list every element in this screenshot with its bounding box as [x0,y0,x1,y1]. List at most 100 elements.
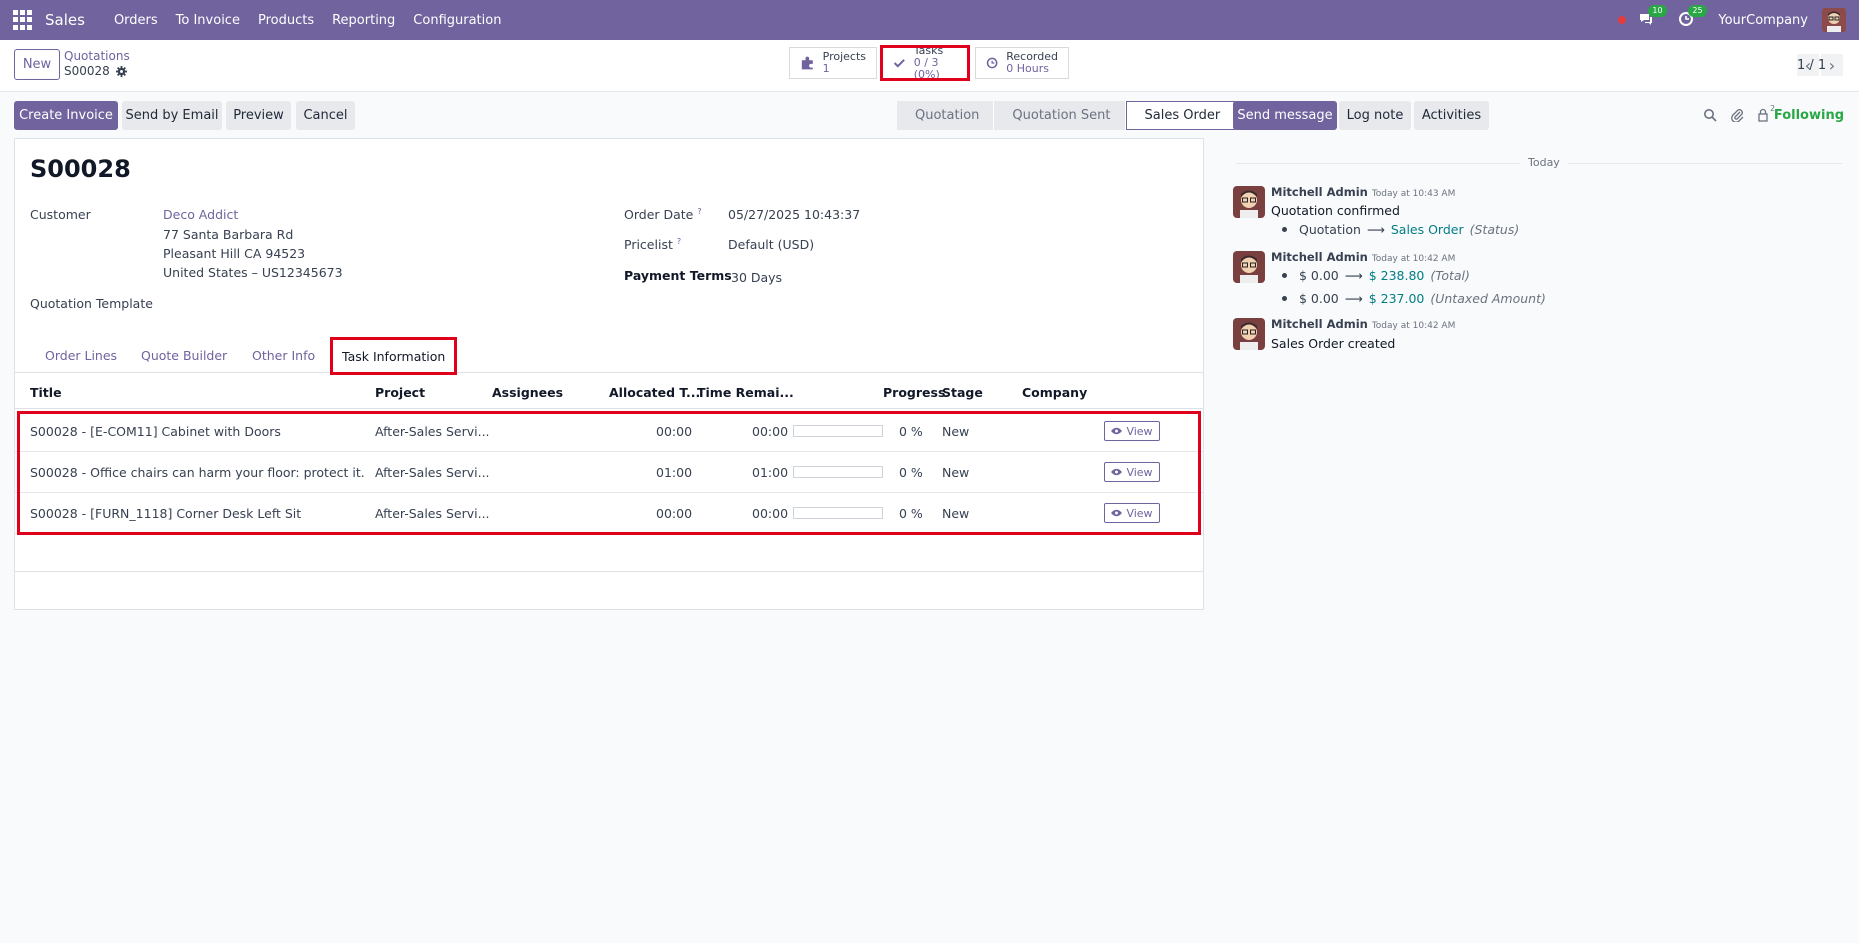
new-button[interactable]: New [14,49,60,80]
tab-other-info[interactable]: Other Info [252,348,316,363]
clock-icon [986,57,998,69]
col-allocated-time[interactable]: Allocated T... [609,385,701,400]
order-date-help-icon[interactable]: ? [697,207,702,216]
pricelist-help-icon[interactable]: ? [676,237,682,246]
stage-sales-order[interactable]: Sales Order [1125,101,1236,130]
task-row[interactable]: S00028 - Office chairs can harm your flo… [15,452,1203,493]
pager-next-button[interactable]: › [1821,54,1843,76]
task-row[interactable]: S00028 - [E-COM11] Cabinet with Doors Af… [15,411,1203,452]
tasks-smart-button[interactable]: Tasks 0 / 3 (0%) [880,45,970,81]
tab-task-information[interactable]: Task Information [329,337,458,375]
message-author-name: Mitchell Admin [1271,185,1368,199]
activities-badge: 25 [1688,5,1707,17]
activities-button[interactable]: 25 [1678,5,1707,29]
activities-button[interactable]: Activities [1414,101,1489,130]
task-progress-bar [793,425,883,437]
breadcrumb: Quotations S00028 [64,49,130,78]
view-task-button[interactable]: View [1104,462,1160,482]
task-remaining: 00:00 [752,506,789,521]
task-stage: New [942,465,970,480]
task-project: After-Sales Servi... [375,424,490,439]
followers-count[interactable]: 2 [1770,104,1776,113]
search-icon[interactable] [1703,108,1717,122]
create-invoice-button[interactable]: Create Invoice [14,101,118,130]
col-progress[interactable]: Progress [883,385,946,400]
menu-configuration[interactable]: Configuration [413,12,502,28]
view-task-button[interactable]: View [1104,421,1160,441]
address-line-3: United States – US12345673 [163,265,343,280]
send-message-button[interactable]: Send message [1233,101,1337,130]
col-company[interactable]: Company [1022,385,1088,400]
preview-button[interactable]: Preview [226,101,291,130]
message-author[interactable]: Mitchell Admin Today at 10:42 AM [1271,317,1455,331]
paperclip-icon[interactable] [1730,108,1744,122]
breadcrumb-current-label: S00028 [64,64,110,78]
view-task-button[interactable]: View [1104,503,1160,523]
apps-menu-icon[interactable] [13,10,33,30]
menu-reporting[interactable]: Reporting [332,12,396,28]
col-time-remaining[interactable]: Time Remai... [697,385,794,400]
log-note-button[interactable]: Log note [1339,101,1411,130]
message-author-name: Mitchell Admin [1271,317,1368,331]
tracking-value: $ 0.00 ⟶ $ 238.80 (Total) [1282,268,1470,283]
tab-quote-builder[interactable]: Quote Builder [141,348,228,363]
task-title: S00028 - [E-COM11] Cabinet with Doors [30,424,281,439]
arrow-right-icon: ⟶ [1344,268,1363,283]
task-allocated: 01:00 [656,465,693,480]
recording-dot-icon[interactable] [1618,16,1627,24]
task-remaining: 00:00 [752,424,789,439]
menu-orders[interactable]: Orders [113,12,158,28]
tracking-old: $ 0.00 [1299,291,1339,306]
customer-label: Customer [30,207,91,222]
tracking-new: $ 238.80 [1368,268,1425,283]
stage-quotation[interactable]: Quotation [897,101,995,130]
arrow-right-icon: ⟶ [1366,222,1385,237]
col-stage[interactable]: Stage [942,385,983,400]
task-progress: 0 % [899,465,923,480]
messaging-button[interactable]: 10 [1638,5,1667,29]
stage-quotation-sent[interactable]: Quotation Sent [994,101,1126,130]
pricelist-value[interactable]: Default (USD) [728,237,815,252]
company-switcher[interactable]: YourCompany [1718,12,1808,28]
quotation-template-label: Quotation Template [30,296,153,311]
cancel-button[interactable]: Cancel [296,101,355,130]
send-by-email-button[interactable]: Send by Email [122,101,222,130]
projects-smart-button[interactable]: Projects 1 [789,47,877,79]
control-panel: New Quotations S00028 Projects 1 Tasks 0 /… [0,40,1859,92]
message-body: Quotation confirmed [1271,203,1400,218]
task-allocated: 00:00 [656,506,693,521]
task-row[interactable]: S00028 - [FURN_1118] Corner Desk Left Si… [15,493,1203,534]
app-name[interactable]: Sales [45,11,85,29]
customer-link[interactable]: Deco Addict [163,207,239,222]
breadcrumb-quotations[interactable]: Quotations [64,49,130,63]
menu-to-invoice[interactable]: To Invoice [175,12,240,28]
message-author-name: Mitchell Admin [1271,250,1368,264]
lock-icon[interactable] [1756,108,1770,122]
col-assignees[interactable]: Assignees [492,385,564,400]
tab-order-lines[interactable]: Order Lines [45,348,118,363]
message-author[interactable]: Mitchell Admin Today at 10:43 AM [1271,185,1455,199]
task-title: S00028 - [FURN_1118] Corner Desk Left Si… [30,506,302,521]
menu-products[interactable]: Products [257,12,315,28]
tasks-count: 0 / 3 (0%) [913,56,940,81]
order-date-value[interactable]: 05/27/2025 10:43:37 [728,207,861,222]
col-title[interactable]: Title [30,385,62,400]
order-name: S00028 [30,155,131,183]
message-date: Today at 10:42 AM [1371,254,1456,264]
following-button[interactable]: Following [1773,108,1844,123]
pager-previous-button[interactable]: ‹ [1797,54,1819,76]
avatar[interactable] [1233,251,1265,283]
gear-icon[interactable] [115,65,127,77]
task-progress: 0 % [899,424,923,439]
message-author[interactable]: Mitchell Admin Today at 10:42 AM [1271,250,1455,264]
pricelist-label: Pricelist ? [624,237,681,252]
avatar[interactable] [1233,318,1265,350]
tracking-new: Sales Order [1390,222,1464,237]
col-project[interactable]: Project [375,385,426,400]
user-avatar[interactable] [1822,8,1846,32]
avatar[interactable] [1233,186,1265,218]
payment-terms-value[interactable]: 30 Days [731,270,783,285]
pager-value[interactable]: 1 / 1 [1797,57,1827,73]
recorded-smart-button[interactable]: Recorded 0 Hours [975,47,1069,79]
task-progress-bar [793,507,883,519]
